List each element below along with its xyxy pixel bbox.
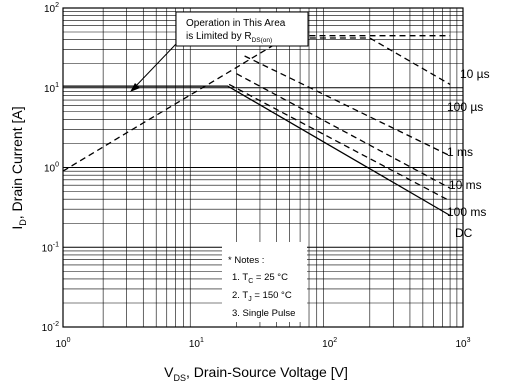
x-tick-labels: 100 101 102 103: [55, 337, 470, 350]
series-line-5: [63, 85, 451, 217]
x-tick-label-3: 103: [455, 337, 470, 350]
y-tick-labels: 10-2 10-1 100 101 102: [42, 2, 59, 334]
annotation-line1: Operation in This Area: [186, 18, 286, 29]
series-line-1: [259, 37, 451, 85]
y-tick-label-1: 10-1: [42, 241, 59, 254]
note-2: 2. TJ = 150 °C: [232, 290, 292, 303]
y-tick-label-0: 10-2: [42, 321, 59, 334]
series-label-2: 1 ms: [447, 145, 473, 159]
y-tick-label-3: 101: [44, 82, 59, 95]
y-axis-label: ID, Drain Current [A]: [9, 106, 28, 229]
notes-box: * Notes : 1. TC = 25 °C 2. TJ = 150 °C 3…: [222, 242, 307, 322]
rdson-limit-line: [62, 35, 290, 172]
annotation-line2: is Limited by RDS(on): [186, 31, 272, 44]
series-label-5: DC: [455, 226, 473, 240]
x-tick-label-0: 100: [55, 337, 70, 350]
series-line-3: [236, 73, 451, 189]
series-label-1: 100 µs: [447, 100, 483, 114]
series-label-4: 100 ms: [447, 205, 486, 219]
x-axis-label: VDS, Drain-Source Voltage [V]: [164, 364, 348, 383]
series-lines: [62, 35, 451, 217]
x-tick-label-1: 101: [189, 337, 204, 350]
y-tick-label-4: 102: [44, 2, 59, 15]
notes-frame: [222, 242, 307, 322]
plot-frame: [62, 7, 464, 328]
series-line-4: [228, 83, 451, 202]
series-labels: 10 µs 100 µs 1 ms 10 ms 100 ms DC: [447, 67, 490, 240]
y-tick-label-2: 100: [44, 162, 59, 175]
notes-title: * Notes :: [228, 255, 264, 266]
series-label-0: 10 µs: [460, 67, 490, 81]
annotation-box: Operation in This Area is Limited by RDS…: [175, 11, 309, 47]
annotation-frame: [175, 11, 309, 47]
annotation-arrow: [133, 43, 177, 89]
x-tick-label-2: 102: [322, 337, 337, 350]
series-label-3: 10 ms: [449, 178, 482, 192]
note-3: 3. Single Pulse: [232, 308, 295, 319]
note-1: 1. TC = 25 °C: [232, 272, 288, 285]
annotation-arrowhead: [130, 83, 140, 92]
series-line-2: [244, 55, 451, 157]
